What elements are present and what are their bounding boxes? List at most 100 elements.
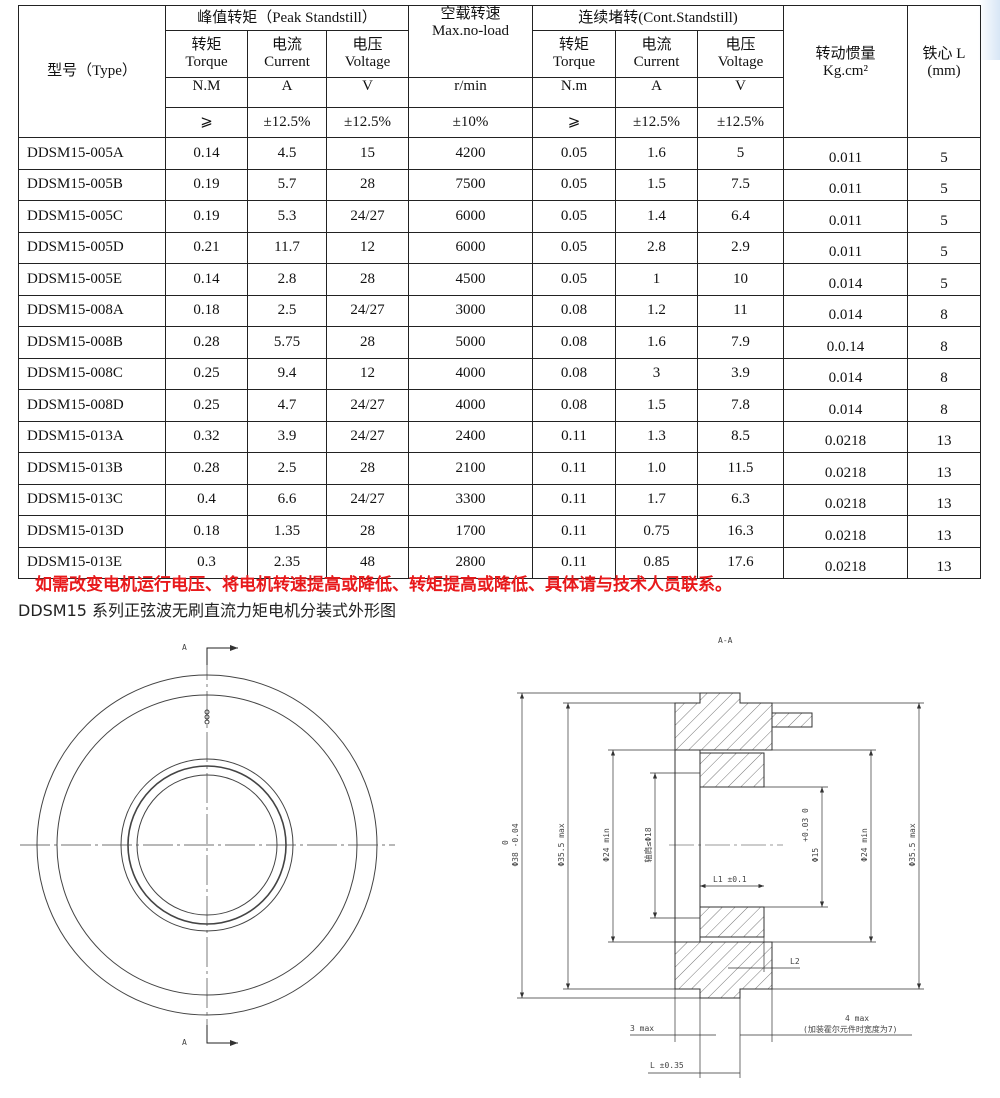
model-cell: DDSM15-013E [18, 546, 166, 579]
value-cell: 1.6 [615, 137, 698, 170]
subheader-cn: 电流 [641, 37, 672, 53]
value-cell: 5.75 [247, 326, 327, 359]
value-cell: 0.32 [165, 420, 248, 453]
dim-d355-right: Φ35.5 max [908, 823, 917, 867]
value-cell: 2.8 [247, 263, 327, 296]
value-cell: 1700 [408, 515, 533, 548]
unit-cell: A [615, 77, 698, 108]
subheader-en: Voltage [717, 54, 764, 70]
dim-4max-note: (加装霍尔元件时宽度为7) [803, 1024, 897, 1034]
value-cell: 6000 [408, 200, 533, 233]
section-title: A-A [718, 636, 733, 645]
subheader-en: Current [264, 54, 310, 70]
value-cell: 28 [326, 263, 409, 296]
value-cell: 0.85 [615, 546, 698, 579]
value-cell: 0.11 [532, 483, 616, 516]
model-cell: DDSM15-008D [18, 389, 166, 422]
value-cell: 1.4 [615, 200, 698, 233]
value-cell: 0.05 [532, 137, 616, 170]
value-cell: 28 [326, 515, 409, 548]
value-cell: 2.35 [247, 546, 327, 579]
table-row: DDSM15-013C 0.4 6.6 24/27 3300 0.11 1.7 6.3 0.02… [18, 483, 981, 516]
dim-d24-right: Φ24 min [860, 828, 869, 862]
section-marker-top: A [182, 643, 187, 652]
value-cell: 0.21 [165, 231, 248, 264]
value-cell: 0.0218 [783, 483, 908, 516]
dim-d355-left: Φ35.5 max [557, 823, 566, 867]
tolerance-cell: ±12.5% [615, 107, 698, 138]
table-row: DDSM15-005E 0.14 2.8 28 4500 0.05 1 10 0.014 5 [18, 263, 981, 296]
dim-l1: L1 ±0.1 [713, 875, 747, 884]
dim-d38: Φ38 -0.04 [511, 823, 520, 867]
subheader-cell: 电流 Current [615, 30, 698, 78]
lead-wire [771, 712, 813, 728]
value-cell: 11.5 [697, 452, 784, 485]
value-cell: 17.6 [697, 546, 784, 579]
value-cell: 0.011 [783, 200, 908, 233]
model-cell: DDSM15-005C [18, 200, 166, 233]
model-cell: DDSM15-013B [18, 452, 166, 485]
dim-d24-left: Φ24 min [602, 828, 611, 862]
table-row: DDSM15-008B 0.28 5.75 28 5000 0.08 1.6 7.9 0.0.1… [18, 326, 981, 359]
model-cell: DDSM15-008C [18, 357, 166, 390]
value-cell: 1.3 [615, 420, 698, 453]
value-cell: 5 [697, 137, 784, 170]
subheader-en: Torque [552, 54, 596, 70]
subheader-en: Torque [185, 54, 228, 70]
subheader-en: Current [633, 54, 680, 70]
value-cell: 5 [907, 263, 981, 296]
value-cell: 0.3 [165, 546, 248, 579]
tolerance-cell: ⩾ [165, 107, 248, 138]
value-cell: 0.19 [165, 168, 248, 201]
value-cell: 1.5 [615, 389, 698, 422]
value-cell: 0.0218 [783, 515, 908, 548]
dim-l2: L2 [790, 957, 800, 966]
value-cell: 6.4 [697, 200, 784, 233]
value-cell: 5 [907, 168, 981, 201]
section-marker-bottom: A [182, 1038, 187, 1047]
section-view [517, 692, 924, 1078]
subheader-cell: 电流 Current [247, 30, 327, 78]
unit-cell: N.M [165, 77, 248, 108]
value-cell: 24/27 [326, 200, 409, 233]
subheader-cell: 转矩 Torque [165, 30, 248, 78]
drawing-title: DDSM15 系列正弦波无刷直流力矩电机分装式外形图 [18, 601, 397, 620]
model-cell: DDSM15-008B [18, 326, 166, 359]
tolerance-cell: ±10% [408, 107, 533, 138]
table-row: DDSM15-005C 0.19 5.3 24/27 6000 0.05 1.4 6.4 0.0… [18, 200, 981, 233]
value-cell: 1 [615, 263, 698, 296]
value-cell: 8 [907, 389, 981, 422]
value-cell: 4000 [408, 357, 533, 390]
value-cell: 13 [907, 452, 981, 485]
value-cell: 2100 [408, 452, 533, 485]
subheader-cell: 电压 Voltage [326, 30, 409, 78]
value-cell: 7.8 [697, 389, 784, 422]
dim-d38-upper: 0 [501, 840, 510, 845]
value-cell: 0.75 [615, 515, 698, 548]
subheader-cn: 转矩 [558, 37, 589, 53]
model-cell: DDSM15-008A [18, 294, 166, 327]
value-cell: 13 [907, 420, 981, 453]
value-cell: 7.9 [697, 326, 784, 359]
value-cell: 0.08 [532, 294, 616, 327]
table-row: DDSM15-005A 0.14 4.5 15 4200 0.05 1.6 5 0.011 5 [18, 137, 981, 170]
table-row: DDSM15-013E 0.3 2.35 48 2800 0.11 0.85 17.6 0.02… [18, 546, 981, 579]
subheader-cell: 转矩 Torque [532, 30, 616, 78]
front-view [20, 645, 395, 1046]
value-cell: 8.5 [697, 420, 784, 453]
value-cell: 28 [326, 326, 409, 359]
noload-cn: 空载转速 [440, 6, 501, 22]
subheader-cn: 电压 [725, 37, 756, 53]
table-row: DDSM15-005D 0.21 11.7 12 6000 0.05 2.8 2.9 0.011… [18, 231, 981, 264]
dim-4max: 4 max [845, 1014, 869, 1023]
tolerance-cell: ±12.5% [697, 107, 784, 138]
value-cell: 24/27 [326, 389, 409, 422]
table-row: DDSM15-013B 0.28 2.5 28 2100 0.11 1.0 11.5 0.021… [18, 452, 981, 485]
value-cell: 0.014 [783, 389, 908, 422]
value-cell: 0.08 [532, 326, 616, 359]
value-cell: 11 [697, 294, 784, 327]
table-row: DDSM15-008C 0.25 9.4 12 4000 0.08 3 3.9 0.014 8 [18, 357, 981, 390]
outer-circle [36, 674, 378, 1016]
dim-l: L ±0.35 [650, 1061, 684, 1070]
value-cell: 5 [907, 200, 981, 233]
